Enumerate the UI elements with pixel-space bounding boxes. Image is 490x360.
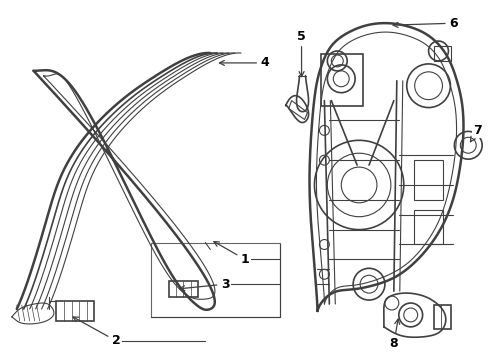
Bar — [151, 243, 280, 317]
Text: 5: 5 — [297, 30, 306, 77]
Bar — [434, 305, 451, 329]
Text: 2: 2 — [73, 317, 121, 347]
Text: 3: 3 — [180, 278, 229, 291]
Bar — [56, 301, 94, 321]
Text: 7: 7 — [470, 124, 482, 142]
Text: 4: 4 — [220, 57, 269, 69]
Text: 6: 6 — [393, 17, 458, 30]
Bar — [434, 46, 451, 61]
Text: 1: 1 — [214, 242, 249, 266]
Bar — [169, 281, 198, 297]
Bar — [321, 54, 363, 105]
Text: 8: 8 — [390, 319, 400, 350]
Bar — [414, 210, 443, 244]
Bar — [414, 160, 443, 200]
